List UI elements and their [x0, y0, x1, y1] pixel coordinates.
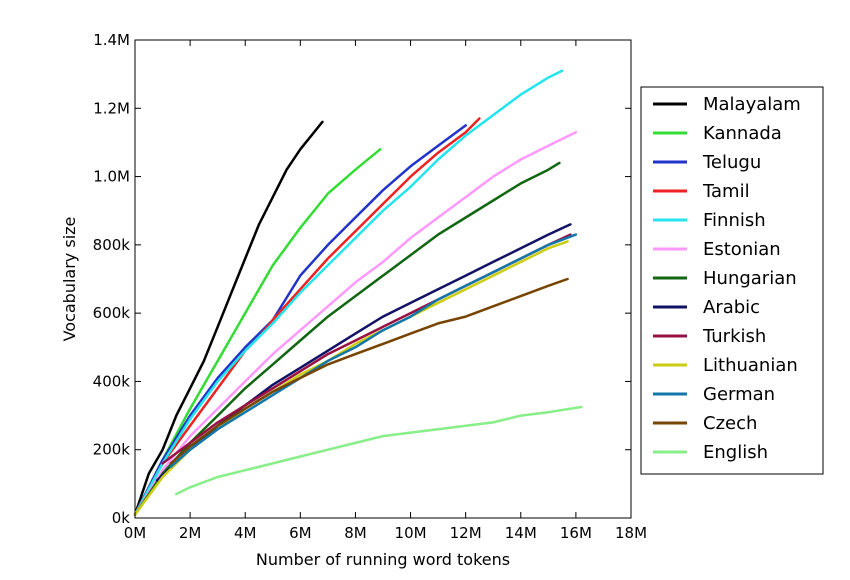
y-tick-label: 1.0M [93, 168, 130, 186]
y-tick-label: 0k [112, 509, 131, 527]
x-tick-label: 18M [615, 524, 647, 542]
x-axis-ticks: 0M 2M 4M 6M 8M 10M 12M 14M 16M 18M [124, 40, 647, 542]
x-tick-label: 6M [289, 524, 312, 542]
y-axis-ticks: 0k 200k 400k 600k 800k 1.0M 1.2M 1.4M [93, 31, 631, 527]
x-tick-label: 14M [505, 524, 537, 542]
y-tick-label: 600k [93, 304, 131, 322]
y-tick-label: 400k [93, 372, 131, 390]
series-line-telugu [133, 124, 467, 516]
y-tick-label: 1.2M [93, 99, 130, 117]
legend-label-hungarian: Hungarian [703, 268, 797, 289]
y-tick-label: 1.4M [93, 31, 130, 49]
legend-label-finnish: Finnish [703, 210, 766, 231]
y-tick-label: 800k [93, 236, 131, 254]
legend-box [640, 86, 824, 475]
series-line-english [175, 405, 583, 496]
legend-label-estonian: Estonian [703, 239, 781, 260]
legend-label-english: English [703, 442, 768, 463]
x-tick-label: 4M [234, 524, 257, 542]
x-tick-label: 2M [179, 524, 202, 542]
legend-label-lithuanian: Lithuanian [703, 355, 798, 376]
x-tick-label: 12M [450, 524, 482, 542]
legend-label-turkish: Turkish [702, 326, 766, 347]
legend-label-arabic: Arabic [703, 297, 760, 318]
legend-label-tamil: Tamil [702, 181, 750, 202]
series-line-hungarian [133, 161, 561, 516]
legend-label-czech: Czech [703, 413, 757, 434]
x-tick-label: 8M [344, 524, 367, 542]
x-axis-label: Number of running word tokens [256, 550, 510, 569]
plot-area [134, 39, 632, 519]
series-line-arabic [155, 223, 572, 482]
series-line-estonian [133, 130, 578, 516]
x-tick-label: 10M [395, 524, 427, 542]
legend: Malayalam Kannada Telugu Tamil Finnish Estoni… [640, 86, 824, 475]
series-layer [133, 69, 583, 516]
legend-label-german: German [703, 384, 775, 405]
x-tick-label: 0M [124, 524, 147, 542]
series-line-german [169, 233, 578, 469]
series-line-czech [169, 277, 569, 465]
series-line-finnish [133, 69, 564, 516]
series-line-tamil [133, 117, 481, 516]
legend-label-malayalam: Malayalam [703, 94, 801, 115]
series-line-malayalam [133, 120, 324, 516]
legend-label-telugu: Telugu [702, 152, 761, 173]
y-tick-label: 200k [93, 441, 131, 459]
x-tick-label: 16M [560, 524, 592, 542]
legend-label-kannada: Kannada [703, 123, 782, 144]
series-line-kannada [133, 148, 382, 516]
y-axis-label: Vocabulary size [60, 217, 79, 342]
